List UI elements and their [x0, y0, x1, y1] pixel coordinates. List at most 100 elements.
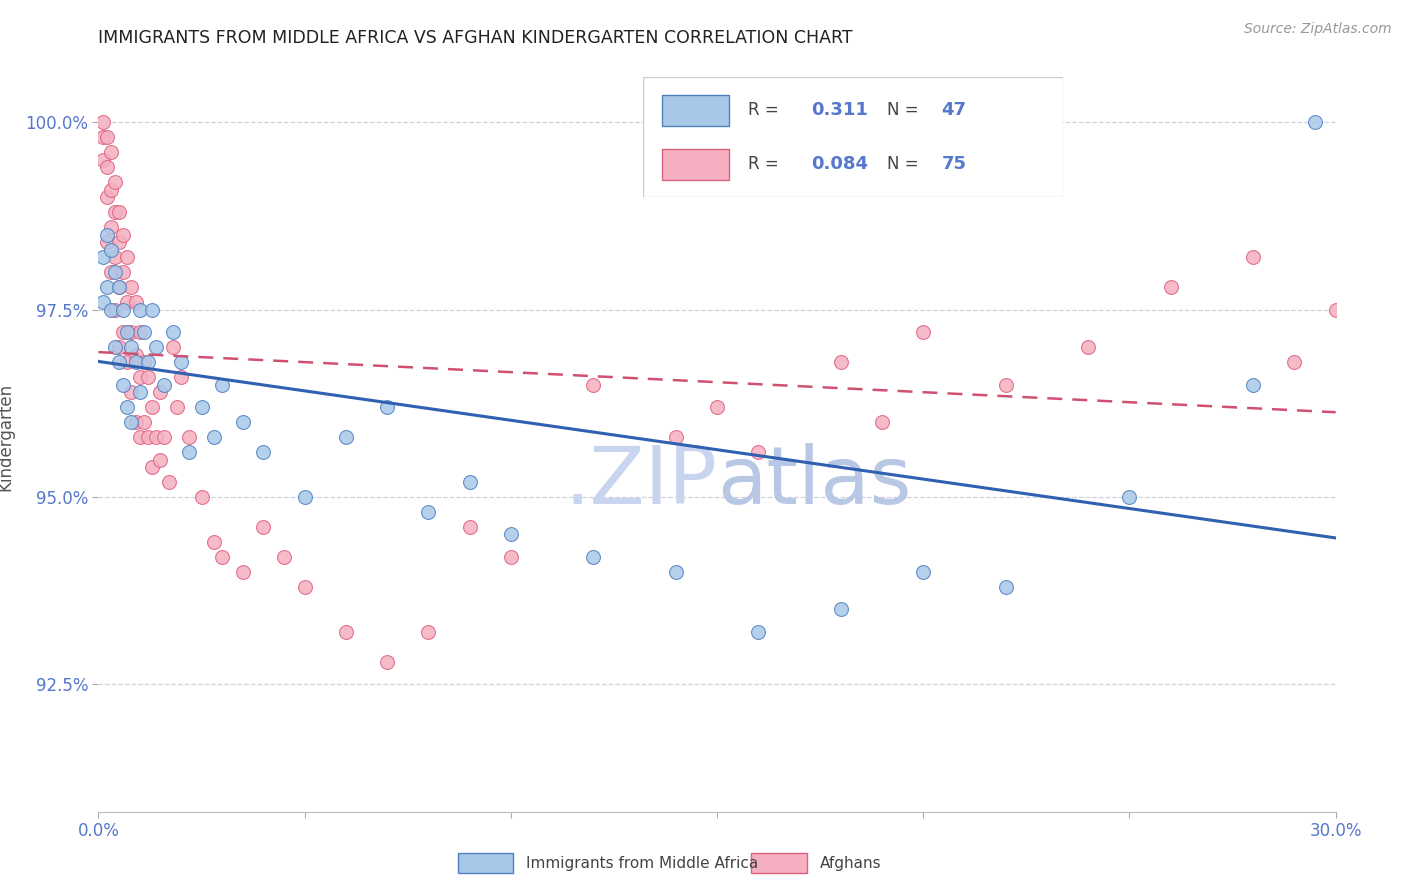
Point — [1303, 115, 1326, 129]
Point — [108, 355, 131, 369]
Text: Source: ZipAtlas.com: Source: ZipAtlas.com — [1244, 22, 1392, 37]
Point — [145, 340, 167, 354]
Point — [128, 430, 150, 444]
Point — [104, 340, 127, 354]
Point — [252, 445, 274, 459]
Point — [96, 280, 118, 294]
Point — [252, 520, 274, 534]
Point — [120, 385, 142, 400]
Point — [1324, 302, 1347, 317]
Point — [100, 220, 122, 235]
Text: IMMIGRANTS FROM MIDDLE AFRICA VS AFGHAN KINDERGARTEN CORRELATION CHART: IMMIGRANTS FROM MIDDLE AFRICA VS AFGHAN … — [98, 29, 853, 47]
Point — [100, 302, 122, 317]
FancyBboxPatch shape — [457, 853, 513, 873]
Point — [141, 302, 163, 317]
Point — [128, 325, 150, 339]
Point — [747, 624, 769, 639]
Point — [1241, 377, 1264, 392]
Point — [294, 580, 316, 594]
Point — [136, 430, 159, 444]
Point — [136, 355, 159, 369]
Point — [170, 370, 193, 384]
FancyBboxPatch shape — [751, 853, 807, 873]
Point — [582, 549, 605, 564]
Text: .ZIP: .ZIP — [564, 443, 717, 521]
Point — [232, 415, 254, 429]
Point — [117, 295, 139, 310]
Point — [162, 340, 184, 354]
Point — [128, 302, 150, 317]
Point — [100, 145, 122, 160]
Point — [117, 250, 139, 264]
Point — [179, 430, 201, 444]
Point — [162, 325, 184, 339]
Point — [91, 115, 114, 129]
Point — [665, 565, 688, 579]
Point — [104, 175, 127, 189]
Point — [108, 280, 131, 294]
Y-axis label: Kindergarten: Kindergarten — [0, 383, 14, 491]
Point — [179, 445, 201, 459]
Point — [830, 355, 852, 369]
Point — [706, 400, 728, 414]
Point — [499, 549, 522, 564]
Point — [128, 385, 150, 400]
Point — [91, 250, 114, 264]
Point — [232, 565, 254, 579]
Point — [458, 520, 481, 534]
Point — [335, 430, 357, 444]
Point — [190, 400, 212, 414]
Point — [132, 325, 155, 339]
Point — [91, 153, 114, 167]
Point — [418, 505, 440, 519]
Point — [273, 549, 295, 564]
Point — [96, 190, 118, 204]
Point — [665, 430, 688, 444]
Point — [149, 385, 172, 400]
Point — [104, 265, 127, 279]
Point — [141, 400, 163, 414]
Point — [117, 355, 139, 369]
Point — [112, 265, 135, 279]
Point — [458, 475, 481, 489]
Point — [124, 355, 146, 369]
Point — [1118, 490, 1140, 504]
Point — [120, 340, 142, 354]
Point — [112, 377, 135, 392]
Text: Afghans: Afghans — [820, 855, 882, 871]
Point — [375, 655, 398, 669]
Point — [91, 295, 114, 310]
Point — [418, 624, 440, 639]
Point — [104, 205, 127, 219]
Point — [132, 355, 155, 369]
Point — [157, 475, 180, 489]
Point — [149, 452, 172, 467]
Point — [124, 415, 146, 429]
Point — [96, 161, 118, 175]
Text: atlas: atlas — [717, 443, 911, 521]
Point — [294, 490, 316, 504]
Point — [112, 302, 135, 317]
Point — [211, 377, 233, 392]
Point — [124, 348, 146, 362]
Point — [108, 280, 131, 294]
Point — [136, 370, 159, 384]
Point — [166, 400, 188, 414]
Point — [132, 415, 155, 429]
Point — [100, 183, 122, 197]
Point — [170, 355, 193, 369]
Point — [141, 460, 163, 475]
Point — [104, 250, 127, 264]
Point — [96, 227, 118, 242]
Point — [117, 325, 139, 339]
Point — [124, 295, 146, 310]
Point — [112, 325, 135, 339]
Point — [120, 415, 142, 429]
Point — [747, 445, 769, 459]
Point — [96, 235, 118, 250]
Point — [1241, 250, 1264, 264]
Point — [1077, 340, 1099, 354]
Point — [202, 430, 225, 444]
Point — [120, 280, 142, 294]
Point — [1346, 325, 1368, 339]
